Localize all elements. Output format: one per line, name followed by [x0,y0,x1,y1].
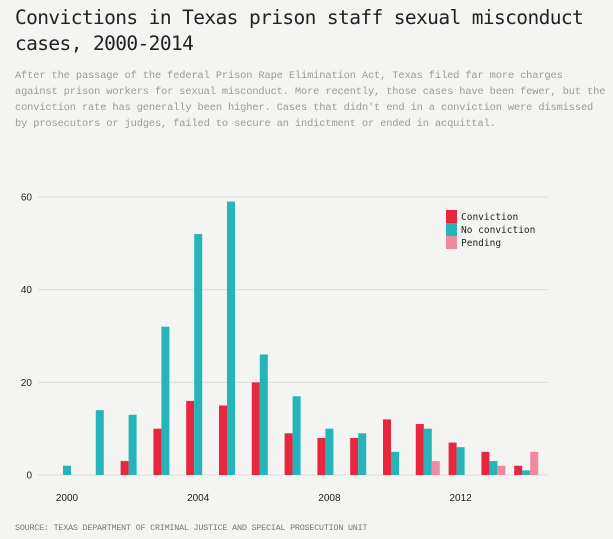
bars [63,201,539,475]
legend: Conviction No conviction Pending [446,210,535,249]
x-axis: 2000 2004 2008 2012 [56,493,472,504]
y-axis: 0 20 40 60 [21,193,33,482]
bar-no-conviction-2012 [456,447,465,475]
source-note: SOURCE: TEXAS DEPARTMENT OF CRIMINAL JUS… [15,523,368,533]
bar-conviction-2002 [120,461,129,475]
bar-no-conviction-2010 [391,451,399,475]
bar-no-conviction-2014 [522,470,531,475]
bar-conviction-2004 [186,400,195,475]
bar-pending-2013 [497,465,506,475]
bar-conviction-2006 [251,382,260,475]
bar-conviction-2011 [415,424,424,475]
legend-label: Pending [461,238,501,249]
bar-no-conviction-2008 [325,428,334,475]
bar-no-conviction-2013 [489,461,498,475]
y-tick-label: 60 [21,193,33,204]
bar-no-conviction-2011 [423,428,432,475]
y-tick-label: 0 [26,471,32,482]
bar-pending-2014 [530,451,539,475]
bar-conviction-2013 [481,451,490,475]
bar-no-conviction-2009 [358,433,367,475]
bar-conviction-2003 [153,428,162,475]
bar-pending-2011 [431,461,440,475]
bar-conviction-2008 [317,437,326,475]
legend-swatch-conviction [446,210,457,223]
bar-no-conviction-2004 [194,234,203,475]
bar-conviction-2005 [219,405,227,475]
y-tick-label: 20 [21,378,33,389]
bar-no-conviction-2003 [161,326,170,475]
legend-swatch-pending [446,236,457,249]
bar-no-conviction-2000 [63,465,71,475]
x-tick-label: 2000 [56,493,79,504]
x-tick-label: 2004 [187,493,210,504]
chart-subtitle: After the passage of the federal Prison … [15,70,606,130]
x-tick-label: 2008 [318,493,341,504]
bar-conviction-2010 [383,419,391,475]
legend-swatch-no-conviction [446,223,457,236]
bar-conviction-2012 [448,442,457,475]
legend-label: No conviction [461,225,535,236]
bar-no-conviction-2007 [292,396,301,475]
bar-conviction-2009 [350,437,359,475]
bar-no-conviction-2001 [95,410,104,475]
chart-title: Convictions in Texas prison staff sexual… [15,6,584,55]
bar-conviction-2007 [284,433,293,475]
bar-conviction-2014 [514,465,523,475]
bar-no-conviction-2005 [227,201,235,475]
legend-label: Conviction [461,212,518,223]
y-tick-label: 40 [21,285,33,296]
bar-no-conviction-2006 [259,354,268,475]
x-tick-label: 2012 [449,493,472,504]
bar-no-conviction-2002 [128,414,137,475]
